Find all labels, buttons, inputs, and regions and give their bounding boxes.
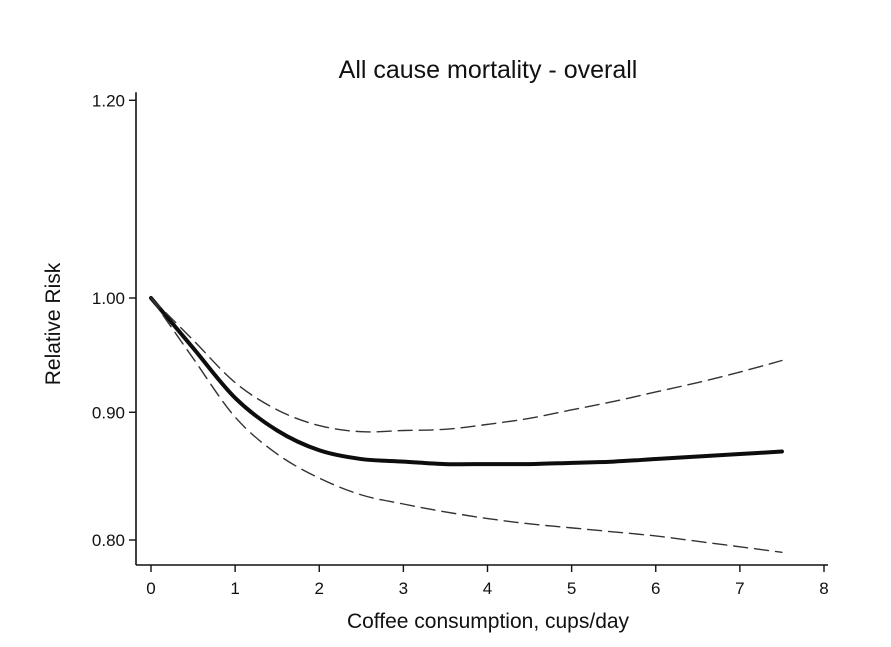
x-tick-label: 7 [735,579,744,598]
relative-risk-line [149,296,784,467]
x-tick-label: 8 [819,579,828,598]
chart-title: All cause mortality - overall [339,56,638,84]
y-tick-label: 1.00 [92,289,125,308]
x-tick-label: 2 [315,579,324,598]
x-tick-label: 6 [651,579,660,598]
y-tick-label: 1.20 [92,91,125,110]
x-tick-label: 5 [567,579,576,598]
x-tick-label: 0 [146,579,155,598]
lower-ci-line [150,297,783,553]
x-tick-label: 4 [483,579,492,598]
x-tick-label: 1 [230,579,239,598]
y-tick-label: 0.90 [92,403,125,422]
x-tick-label: 3 [399,579,408,598]
upper-ci-line [150,297,783,433]
y-axis-label: Relative Risk [42,262,65,385]
series-layer [149,296,784,553]
x-axis-label: Coffee consumption, cups/day [347,610,630,633]
axes: 0.80 0.90 1.00 1.20 0 1 2 3 4 5 6 7 8 [92,91,829,598]
y-tick-label: 0.80 [92,531,125,550]
